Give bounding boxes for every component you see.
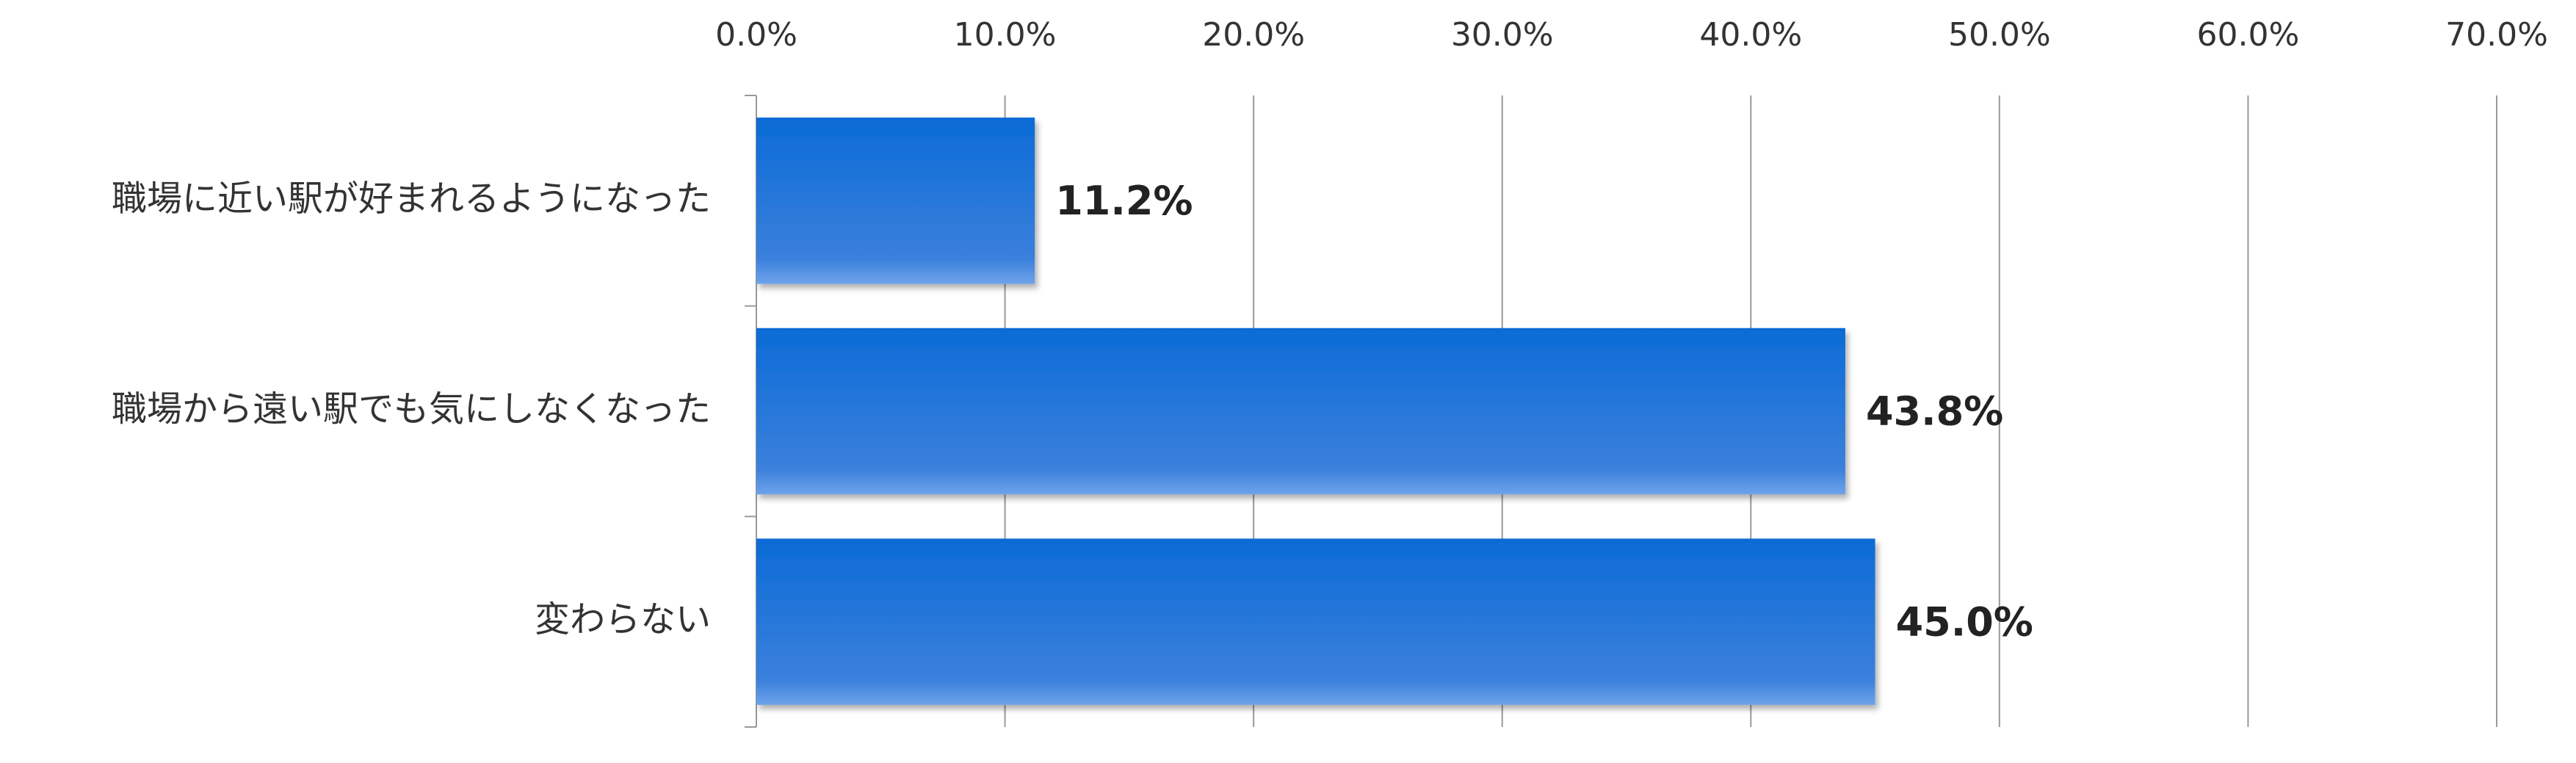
x-tick-label: 30.0% [1451, 16, 1554, 54]
x-tick-label: 70.0% [2445, 16, 2548, 54]
category-label: 変わらない [535, 599, 711, 640]
x-tick-label: 60.0% [2197, 16, 2300, 54]
category-label: 職場から遠い駅でも気にしなくなった [112, 388, 711, 430]
x-tick-label: 20.0% [1202, 16, 1305, 54]
data-label: 43.8% [1866, 388, 2003, 435]
x-tick-label: 40.0% [1699, 16, 1802, 54]
bar [756, 538, 1875, 705]
data-label: 11.2% [1055, 178, 1193, 224]
data-label: 45.0% [1896, 599, 2033, 645]
x-tick-label: 50.0% [1948, 16, 2051, 54]
category-label: 職場に近い駅が好まれるようになった [112, 178, 711, 219]
x-tick-label: 0.0% [715, 16, 797, 54]
bar [756, 117, 1035, 284]
bar [756, 328, 1845, 495]
x-tick-label: 10.0% [954, 16, 1057, 54]
